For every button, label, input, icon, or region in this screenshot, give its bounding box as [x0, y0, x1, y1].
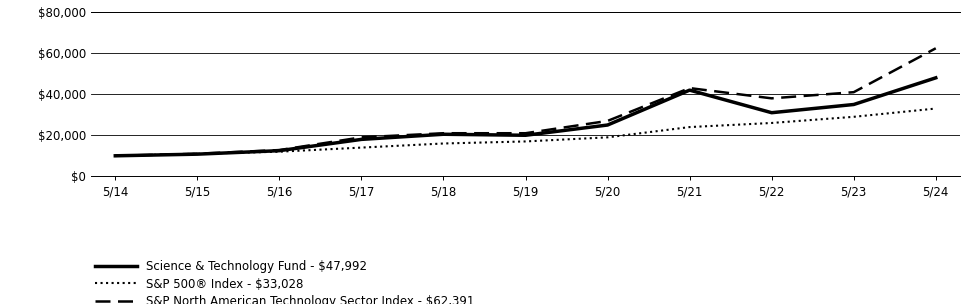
S&P North American Technology Sector Index - $62,391: [191, 152, 203, 156]
S&P 500® Index - $33,028: [765, 121, 777, 125]
S&P North American Technology Sector Index - $62,391: [356, 136, 368, 139]
S&P 500® Index - $33,028: [930, 107, 942, 110]
Science & Technology Fund - $47,992: [109, 154, 121, 158]
Science & Technology Fund - $47,992: [930, 76, 942, 80]
S&P North American Technology Sector Index - $62,391: [274, 148, 286, 152]
S&P North American Technology Sector Index - $62,391: [438, 131, 449, 135]
Line: S&P North American Technology Sector Index - $62,391: S&P North American Technology Sector Ind…: [115, 48, 936, 156]
Science & Technology Fund - $47,992: [191, 152, 203, 156]
S&P 500® Index - $33,028: [191, 152, 203, 156]
Line: S&P 500® Index - $33,028: S&P 500® Index - $33,028: [115, 109, 936, 156]
Legend: Science & Technology Fund - $47,992, S&P 500® Index - $33,028, S&P North America: Science & Technology Fund - $47,992, S&P…: [91, 255, 480, 304]
Science & Technology Fund - $47,992: [438, 133, 449, 136]
S&P North American Technology Sector Index - $62,391: [520, 131, 531, 135]
Science & Technology Fund - $47,992: [602, 123, 613, 127]
S&P 500® Index - $33,028: [848, 115, 860, 119]
S&P North American Technology Sector Index - $62,391: [109, 154, 121, 158]
S&P North American Technology Sector Index - $62,391: [848, 90, 860, 94]
Science & Technology Fund - $47,992: [683, 88, 695, 92]
S&P 500® Index - $33,028: [438, 142, 449, 145]
Science & Technology Fund - $47,992: [356, 138, 368, 141]
S&P North American Technology Sector Index - $62,391: [930, 47, 942, 50]
S&P 500® Index - $33,028: [109, 154, 121, 158]
S&P 500® Index - $33,028: [602, 136, 613, 139]
Line: Science & Technology Fund - $47,992: Science & Technology Fund - $47,992: [115, 78, 936, 156]
S&P 500® Index - $33,028: [683, 125, 695, 129]
Science & Technology Fund - $47,992: [520, 133, 531, 137]
Science & Technology Fund - $47,992: [765, 111, 777, 115]
S&P 500® Index - $33,028: [274, 150, 286, 154]
S&P North American Technology Sector Index - $62,391: [602, 119, 613, 123]
S&P North American Technology Sector Index - $62,391: [765, 97, 777, 100]
S&P North American Technology Sector Index - $62,391: [683, 86, 695, 90]
S&P 500® Index - $33,028: [520, 140, 531, 143]
Science & Technology Fund - $47,992: [274, 149, 286, 153]
Science & Technology Fund - $47,992: [848, 103, 860, 106]
S&P 500® Index - $33,028: [356, 146, 368, 150]
